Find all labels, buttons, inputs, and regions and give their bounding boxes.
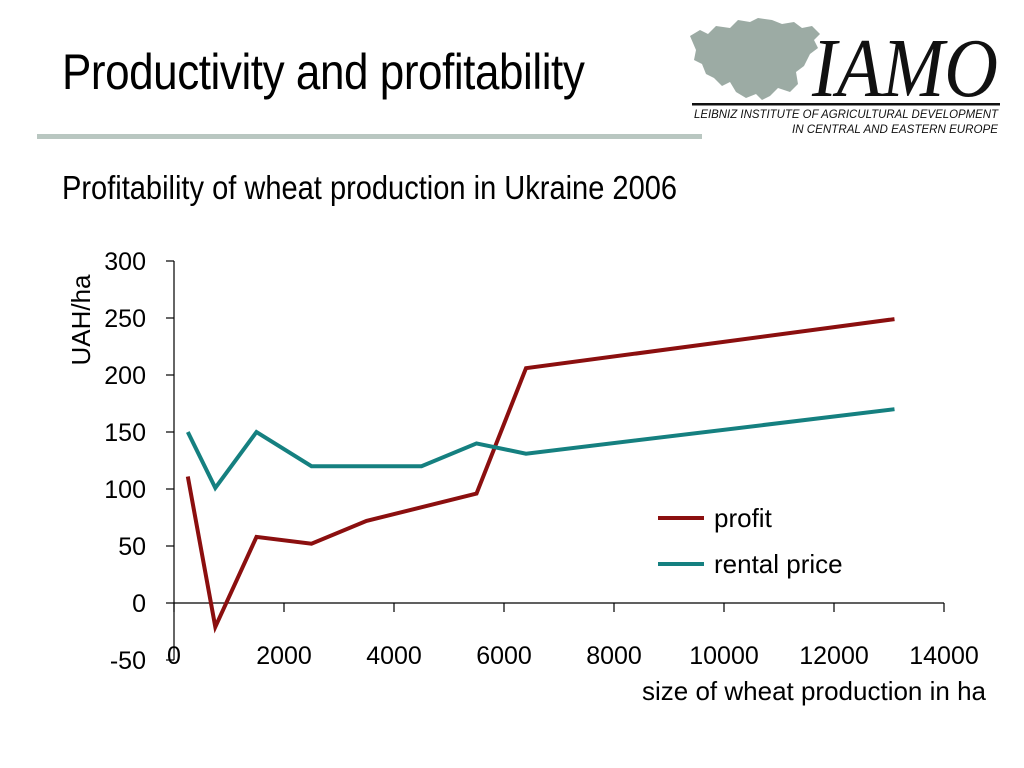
chart-axes: -50 0 50 100 150 200 250 300 0 2000 4000 6000 8000 10… [104, 248, 978, 675]
x-tick-label: 12000 [799, 642, 869, 670]
x-tick-label: 4000 [366, 642, 422, 670]
logo-rule [692, 103, 1000, 106]
y-tick-label: 50 [118, 533, 146, 561]
slide-title: Productivity and profitability [62, 44, 585, 100]
y-tick-label: 0 [132, 590, 146, 618]
logo-wordmark: IAMO [811, 22, 998, 115]
x-tick-label: 14000 [909, 642, 979, 670]
chart-title: Profitability of wheat production in Ukr… [62, 169, 678, 206]
x-axis-label: size of wheat production in ha [642, 676, 987, 706]
y-tick-label: 150 [104, 419, 146, 447]
title-rule [37, 134, 702, 139]
x-tick-label: 0 [167, 642, 181, 670]
legend-label: rental price [714, 549, 843, 579]
x-tick-label: 8000 [586, 642, 642, 670]
x-tick-label: 10000 [689, 642, 759, 670]
logo-line2: IN CENTRAL AND EASTERN EUROPE [792, 122, 999, 136]
iamo-logo: IAMO LEIBNIZ INSTITUTE OF AGRICULTURAL D… [690, 18, 1000, 136]
chart-legend: profit rental price [658, 503, 843, 579]
x-tick-label: 6000 [476, 642, 532, 670]
y-tick-label: 250 [104, 305, 146, 333]
y-tick-label: 300 [104, 248, 146, 276]
y-axis-label: UAH/ha [66, 274, 96, 366]
x-tick-label: 2000 [256, 642, 312, 670]
series-line-profit [185, 317, 895, 634]
logo-line1: LEIBNIZ INSTITUTE OF AGRICULTURAL DEVELO… [694, 107, 1000, 121]
y-tick-label: 200 [104, 362, 146, 390]
chart-lines [185, 317, 895, 634]
series-line-rental-price [186, 407, 895, 492]
y-tick-label: 100 [104, 476, 146, 504]
legend-label: profit [714, 503, 773, 533]
eurasia-map-icon [690, 18, 820, 100]
y-tick-label: -50 [110, 647, 146, 675]
